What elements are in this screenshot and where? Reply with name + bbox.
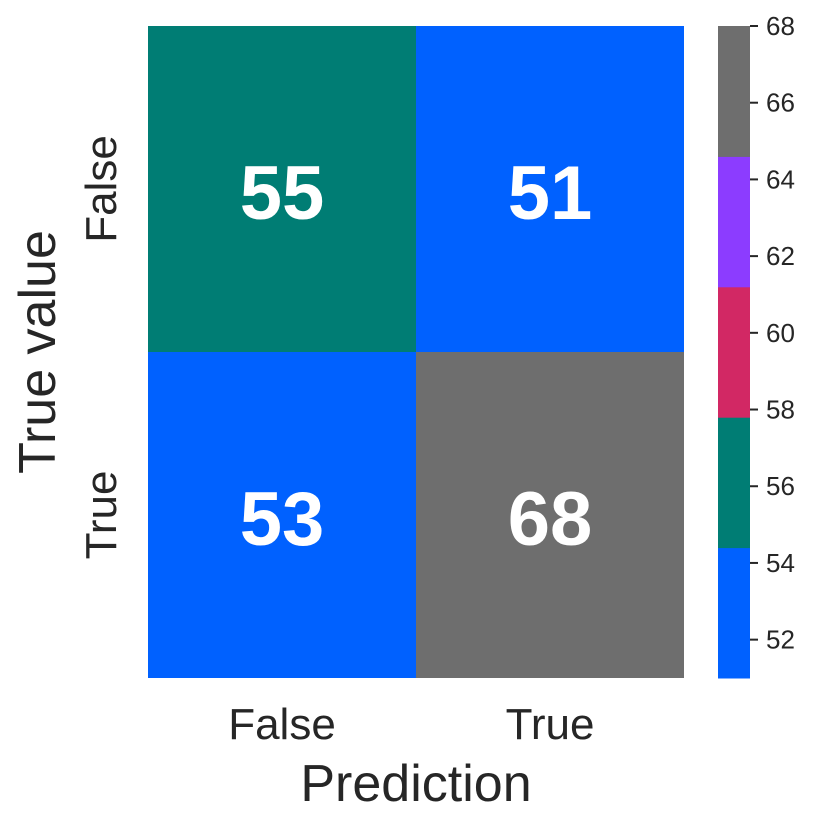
colorbar-segment-4 <box>718 26 750 157</box>
colorbar-segment-1 <box>718 417 750 549</box>
colorbar-tick-label: 58 <box>766 395 795 425</box>
colorbar-tick-label: 54 <box>766 548 795 578</box>
colorbar-ticks: 52 54 56 58 60 62 64 66 68 <box>750 11 795 655</box>
y-tick-label: False <box>77 135 126 243</box>
heatmap-cell-0-1 <box>416 26 684 352</box>
cell-value-label-0-0: 55 <box>240 151 325 236</box>
colorbar-tick-label: 52 <box>766 625 795 655</box>
colorbar-segment-3 <box>718 156 750 288</box>
y-axis-ticks: False True <box>77 135 126 559</box>
heatmap-cell-1-0 <box>148 352 416 678</box>
colorbar-segment-2 <box>718 286 750 418</box>
x-tick-label: True <box>506 700 595 749</box>
cell-value-label-1-1: 68 <box>508 477 593 562</box>
colorbar-tick-label: 56 <box>766 471 795 501</box>
heatmap-cell-0-0 <box>148 26 416 352</box>
cell-value-label-1-0: 53 <box>240 477 325 562</box>
y-tick-label: True <box>77 471 126 560</box>
colorbar-tick-label: 68 <box>766 11 795 41</box>
x-axis-ticks: False True <box>228 700 594 749</box>
colorbar-tick-label: 60 <box>766 318 795 348</box>
y-axis-title: True value <box>9 230 67 474</box>
colorbar-tick-label: 62 <box>766 241 795 271</box>
cell-value-label-0-1: 51 <box>508 151 593 236</box>
heatmap-cell-labels: 55 51 53 68 <box>240 151 593 562</box>
colorbar-segment-0 <box>718 547 750 679</box>
x-axis-title: Prediction <box>300 755 531 813</box>
colorbar <box>718 26 750 679</box>
colorbar-tick-label: 64 <box>766 164 795 194</box>
heatmap-cell-1-1 <box>416 352 684 678</box>
heatmap-cells <box>148 26 684 678</box>
x-tick-label: False <box>228 700 336 749</box>
colorbar-tick-label: 66 <box>766 88 795 118</box>
